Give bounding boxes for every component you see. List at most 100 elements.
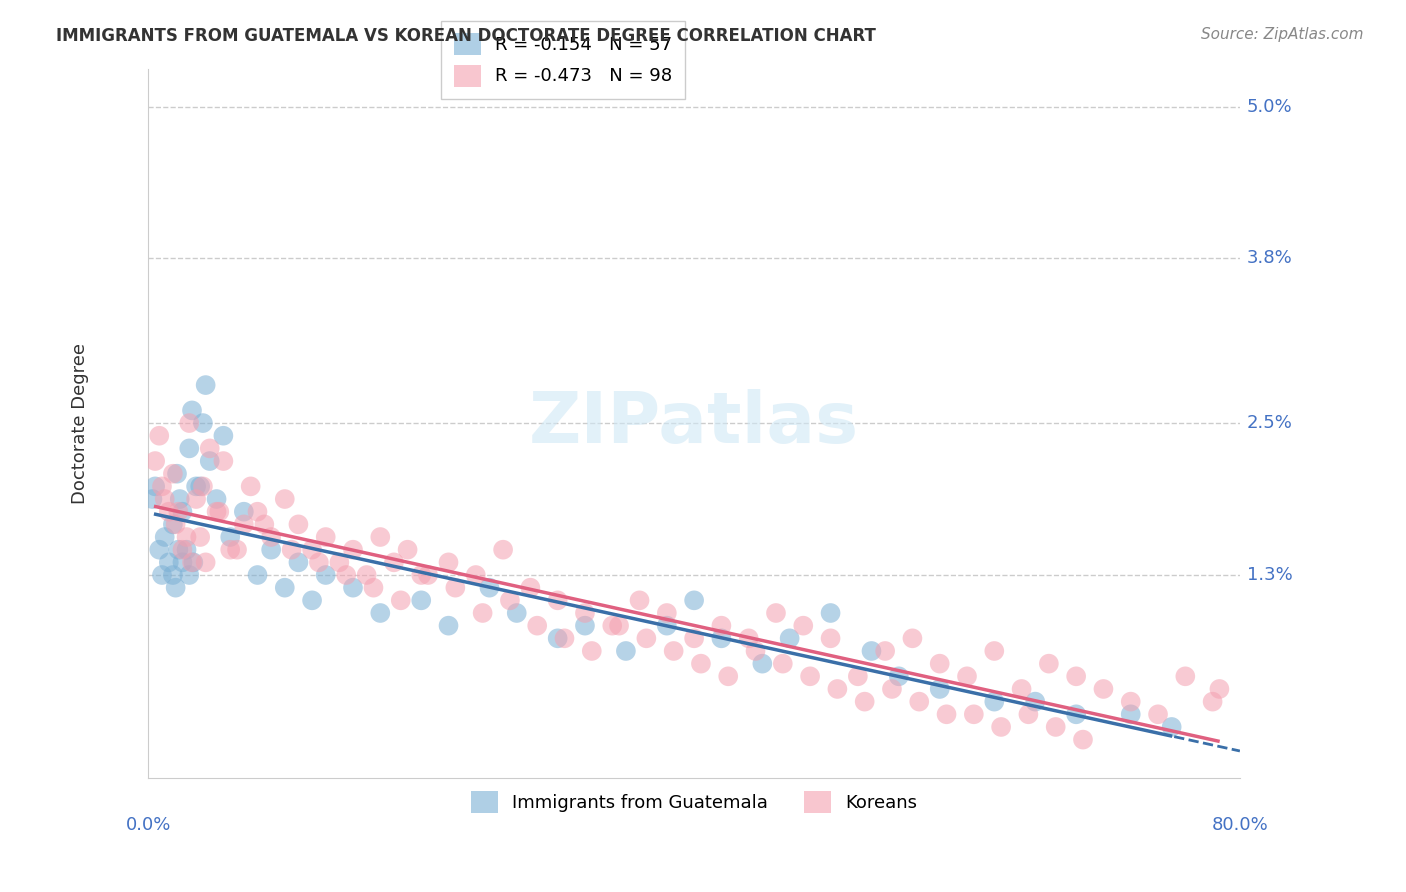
Point — [1201, 695, 1223, 709]
Point — [184, 491, 207, 506]
Point — [1045, 720, 1067, 734]
Point — [191, 416, 214, 430]
Point — [396, 542, 419, 557]
Point — [751, 657, 773, 671]
Point — [846, 669, 869, 683]
Point — [246, 505, 269, 519]
Point — [315, 530, 337, 544]
Point — [581, 644, 603, 658]
Point — [260, 542, 283, 557]
Text: ZIPatlas: ZIPatlas — [529, 389, 859, 458]
Point — [827, 681, 849, 696]
Point — [1119, 695, 1142, 709]
Point — [274, 581, 297, 595]
Point — [166, 467, 188, 481]
Point — [983, 695, 1005, 709]
Point — [162, 467, 184, 481]
Point — [683, 632, 706, 646]
Point — [553, 632, 575, 646]
Point — [600, 618, 623, 632]
Point — [389, 593, 412, 607]
Legend: Immigrants from Guatemala, Koreans: Immigrants from Guatemala, Koreans — [458, 778, 931, 825]
Point — [765, 606, 787, 620]
Point — [162, 568, 184, 582]
Text: 1.3%: 1.3% — [1247, 566, 1292, 584]
Point — [232, 505, 254, 519]
Point — [141, 491, 163, 506]
Text: 80.0%: 80.0% — [1212, 815, 1268, 834]
Point — [655, 618, 678, 632]
Point — [799, 669, 821, 683]
Point — [444, 581, 467, 595]
Point — [208, 505, 231, 519]
Point — [1147, 707, 1170, 722]
Point — [212, 428, 235, 442]
Point — [301, 542, 323, 557]
Point — [636, 632, 658, 646]
Point — [437, 555, 460, 569]
Point — [820, 606, 842, 620]
Point — [172, 505, 194, 519]
Point — [411, 593, 433, 607]
Point — [471, 606, 494, 620]
Point — [437, 618, 460, 632]
Point — [1119, 707, 1142, 722]
Point — [183, 555, 205, 569]
Point — [963, 707, 986, 722]
Point — [176, 542, 198, 557]
Point — [239, 479, 262, 493]
Point — [301, 593, 323, 607]
Point — [328, 555, 350, 569]
Point — [683, 593, 706, 607]
Point — [738, 632, 761, 646]
Point — [779, 632, 801, 646]
Point — [287, 517, 309, 532]
Point — [363, 581, 385, 595]
Point — [356, 568, 378, 582]
Point — [335, 568, 357, 582]
Point — [150, 479, 173, 493]
Point — [1174, 669, 1197, 683]
Point — [1064, 669, 1087, 683]
Text: 3.8%: 3.8% — [1247, 250, 1292, 268]
Point — [179, 442, 201, 456]
Point — [179, 416, 201, 430]
Point — [772, 657, 794, 671]
Point — [165, 581, 187, 595]
Point — [1208, 681, 1230, 696]
Point — [280, 542, 302, 557]
Point — [887, 669, 910, 683]
Point — [519, 581, 541, 595]
Text: IMMIGRANTS FROM GUATEMALA VS KOREAN DOCTORATE DEGREE CORRELATION CHART: IMMIGRANTS FROM GUATEMALA VS KOREAN DOCT… — [56, 27, 876, 45]
Point — [614, 644, 637, 658]
Point — [662, 644, 685, 658]
Point — [1024, 695, 1046, 709]
Text: 5.0%: 5.0% — [1247, 97, 1292, 115]
Point — [908, 695, 931, 709]
Point — [478, 581, 501, 595]
Point — [157, 505, 180, 519]
Point — [157, 555, 180, 569]
Point — [744, 644, 766, 658]
Point — [226, 542, 249, 557]
Point — [574, 606, 596, 620]
Point — [526, 618, 548, 632]
Point — [205, 505, 228, 519]
Point — [1038, 657, 1060, 671]
Point — [198, 454, 221, 468]
Point — [176, 530, 198, 544]
Point — [628, 593, 651, 607]
Point — [188, 530, 211, 544]
Point — [928, 681, 950, 696]
Point — [143, 479, 166, 493]
Point — [506, 606, 529, 620]
Point — [956, 669, 979, 683]
Point — [167, 505, 190, 519]
Point — [253, 517, 276, 532]
Point — [212, 454, 235, 468]
Point — [246, 568, 269, 582]
Point — [143, 454, 166, 468]
Point — [169, 491, 191, 506]
Point — [880, 681, 903, 696]
Point — [820, 632, 842, 646]
